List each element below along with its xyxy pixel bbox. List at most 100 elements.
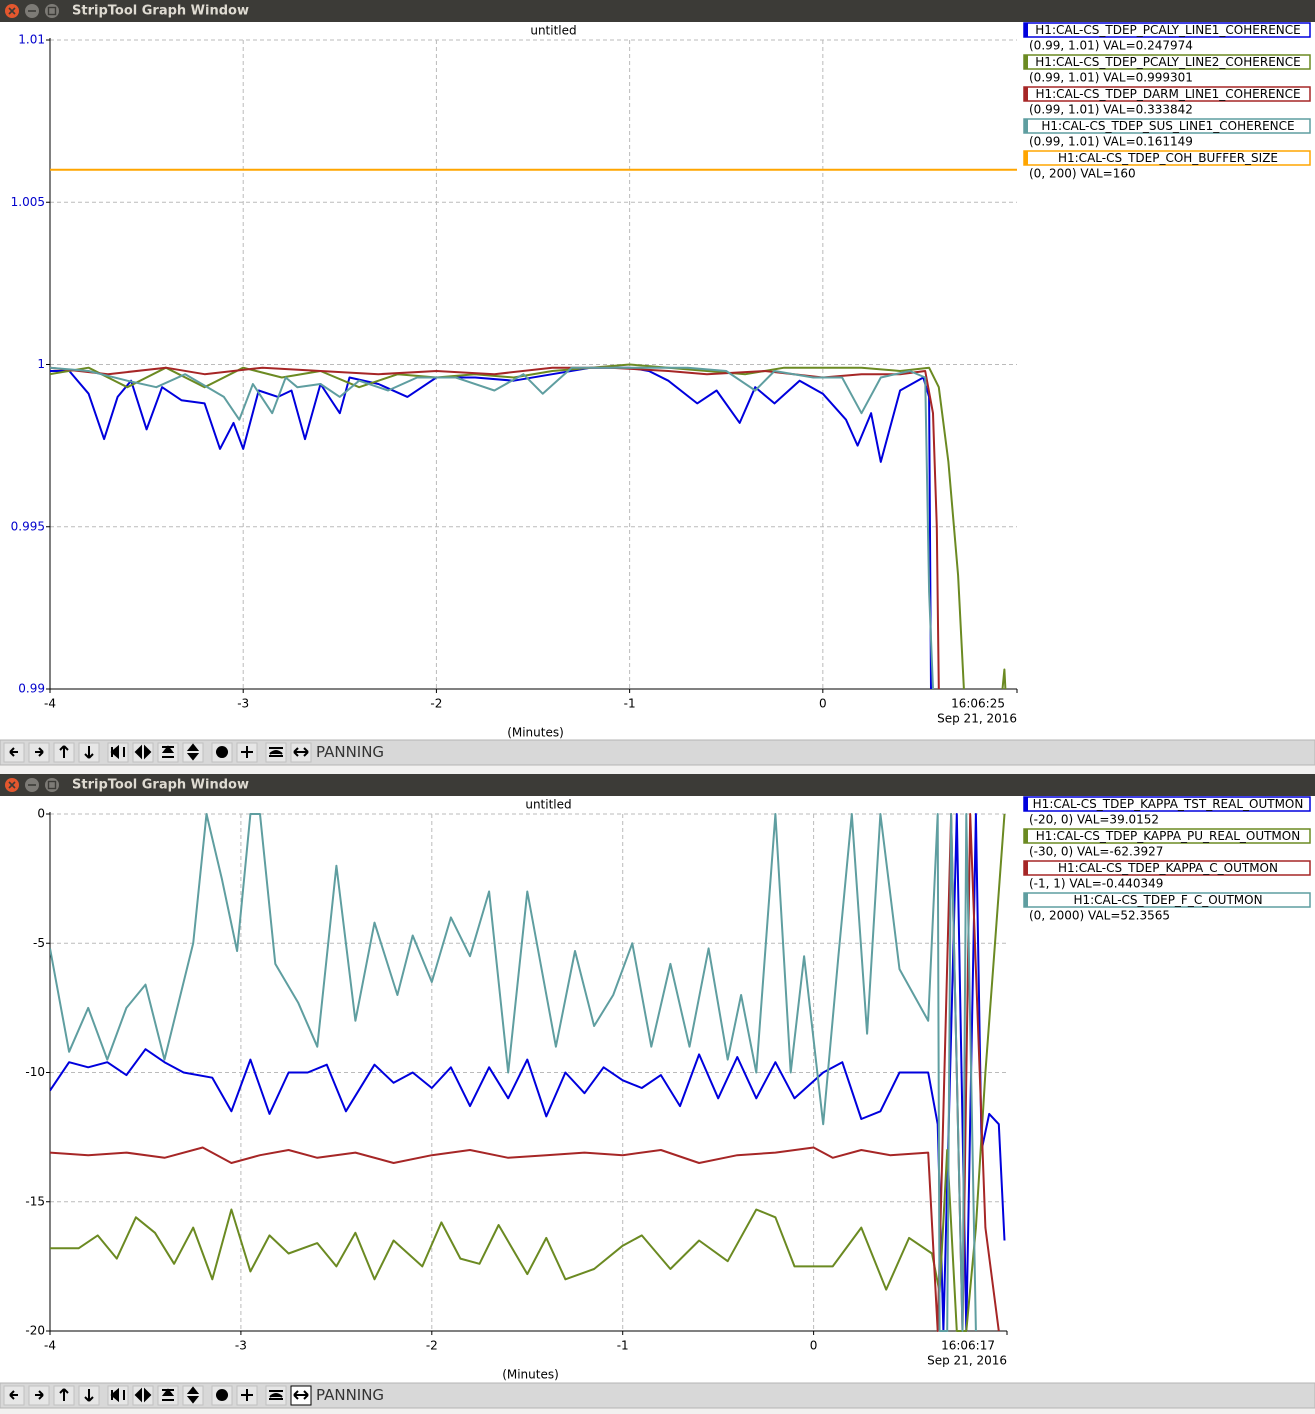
- legend-name: H1:CAL-CS_TDEP_COH_BUFFER_SIZE: [1058, 151, 1278, 165]
- toolbar-icon: [186, 1386, 200, 1404]
- legend-detail: (-1, 1) VAL=-0.440349: [1029, 877, 1163, 891]
- x-tick-label: -3: [235, 1339, 247, 1353]
- window-title: StripTool Graph Window: [72, 778, 249, 793]
- toolbar-button[interactable]: [132, 1385, 154, 1406]
- x-axis-label: (Minutes): [502, 1368, 559, 1382]
- legend-name: H1:CAL-CS_TDEP_F_C_OUTMON: [1073, 893, 1262, 907]
- legend-name: H1:CAL-CS_TDEP_PCALY_LINE2_COHERENCE: [1035, 55, 1300, 69]
- legend-detail: (0.99, 1.01) VAL=0.999301: [1029, 71, 1193, 85]
- title-bar: [0, 774, 1315, 796]
- toolbar-icon: [216, 1389, 228, 1401]
- x-tick-label: -4: [44, 1339, 56, 1353]
- toolbar-icon: [9, 747, 18, 757]
- legend-swatch: [1024, 23, 1028, 37]
- legend-name: H1:CAL-CS_TDEP_KAPPA_C_OUTMON: [1058, 861, 1278, 875]
- legend-detail: (0, 200) VAL=160: [1029, 167, 1136, 181]
- toolbar-icon: [293, 747, 309, 757]
- maximize-icon: [47, 6, 57, 16]
- toolbar-icon: [293, 1390, 309, 1400]
- maximize-button[interactable]: [45, 778, 59, 792]
- x-tick-label: -2: [430, 697, 442, 711]
- toolbar-icon: [186, 743, 200, 761]
- legend-detail: (-30, 0) VAL=-62.3927: [1029, 845, 1163, 859]
- x-tick-label: -2: [426, 1339, 438, 1353]
- close-icon: [8, 7, 16, 15]
- x-tick-label: -1: [617, 1339, 629, 1353]
- maximize-icon: [47, 780, 57, 790]
- legend-detail: (-20, 0) VAL=39.0152: [1029, 813, 1159, 827]
- toolbar-icon: [9, 1390, 18, 1400]
- y-tick-label: 1: [37, 357, 45, 371]
- legend-name: H1:CAL-CS_TDEP_SUS_LINE1_COHERENCE: [1041, 119, 1294, 133]
- toolbar-icon: [84, 1389, 94, 1402]
- mode-label: PANNING: [316, 743, 384, 761]
- legend-name: H1:CAL-CS_TDEP_KAPPA_TST_REAL_OUTMON: [1033, 797, 1304, 811]
- toolbar-icon: [134, 1387, 152, 1403]
- legend-swatch: [1024, 87, 1028, 101]
- window-title: StripTool Graph Window: [72, 4, 249, 19]
- x-end-date: Sep 21, 2016: [937, 712, 1017, 726]
- legend-name: H1:CAL-CS_TDEP_DARM_LINE1_COHERENCE: [1035, 87, 1300, 101]
- legend-swatch: [1024, 151, 1028, 165]
- x-tick-label: -1: [624, 697, 636, 711]
- legend-name: H1:CAL-CS_TDEP_PCALY_LINE1_COHERENCE: [1035, 23, 1300, 37]
- chart-title: untitled: [530, 24, 576, 38]
- legend-swatch: [1024, 797, 1028, 811]
- legend-swatch: [1024, 119, 1028, 133]
- y-tick-label: 1.01: [18, 33, 45, 47]
- series-line: [50, 813, 977, 1332]
- toolbar-icon: [59, 745, 69, 758]
- series-line: [50, 366, 934, 690]
- toolbar-icon: [161, 1388, 175, 1401]
- toolbar-icon: [161, 745, 175, 758]
- y-tick-label: 0.99: [18, 682, 45, 696]
- legend-swatch: [1024, 829, 1028, 843]
- x-end-time: 16:06:17: [941, 1339, 995, 1353]
- legend-swatch: [1024, 861, 1028, 875]
- y-tick-label: 1.005: [11, 195, 45, 209]
- toolbar-icon: [269, 1390, 283, 1400]
- toolbar-button[interactable]: [182, 1385, 204, 1406]
- x-end-date: Sep 21, 2016: [927, 1354, 1007, 1368]
- legend-name: H1:CAL-CS_TDEP_KAPPA_PU_REAL_OUTMON: [1036, 829, 1300, 843]
- legend-detail: (0.99, 1.01) VAL=0.247974: [1029, 39, 1193, 53]
- y-tick-label: 0: [37, 807, 45, 821]
- plot-window: [0, 22, 1315, 740]
- toolbar-button[interactable]: [182, 742, 204, 763]
- mode-label: PANNING: [316, 1386, 384, 1404]
- series-line: [50, 813, 1000, 1332]
- y-tick-label: -10: [25, 1065, 45, 1079]
- x-axis-label: (Minutes): [507, 726, 564, 740]
- legend-swatch: [1024, 893, 1028, 907]
- chart-title: untitled: [525, 798, 571, 812]
- legend-detail: (0.99, 1.01) VAL=0.333842: [1029, 103, 1193, 117]
- toolbar-icon: [241, 746, 253, 758]
- x-end-time: 16:06:25: [951, 697, 1005, 711]
- toolbar-icon: [59, 1388, 69, 1401]
- toolbar-icon: [110, 744, 125, 760]
- legend-swatch: [1024, 55, 1028, 69]
- toolbar-icon: [269, 747, 283, 757]
- toolbar-icon: [110, 1387, 125, 1403]
- legend-detail: (0, 2000) VAL=52.3565: [1029, 909, 1170, 923]
- toolbar-icon: [84, 746, 94, 759]
- series-line: [50, 813, 1006, 1332]
- toolbar-icon: [35, 747, 44, 757]
- y-tick-label: -15: [25, 1194, 45, 1208]
- x-tick-label: 0: [810, 1339, 818, 1353]
- x-tick-label: -3: [237, 697, 249, 711]
- x-tick-label: 0: [819, 697, 827, 711]
- toolbar-icon: [134, 744, 152, 760]
- y-tick-label: -20: [25, 1324, 45, 1338]
- toolbar-button[interactable]: [132, 742, 154, 763]
- toolbar-icon: [241, 1389, 253, 1401]
- maximize-button[interactable]: [45, 4, 59, 18]
- toolbar-icon: [216, 746, 228, 758]
- toolbar-icon: [35, 1390, 44, 1400]
- y-tick-label: 0.995: [11, 519, 45, 533]
- legend-detail: (0.99, 1.01) VAL=0.161149: [1029, 135, 1193, 149]
- y-tick-label: -5: [33, 936, 45, 950]
- series-line: [50, 363, 1007, 690]
